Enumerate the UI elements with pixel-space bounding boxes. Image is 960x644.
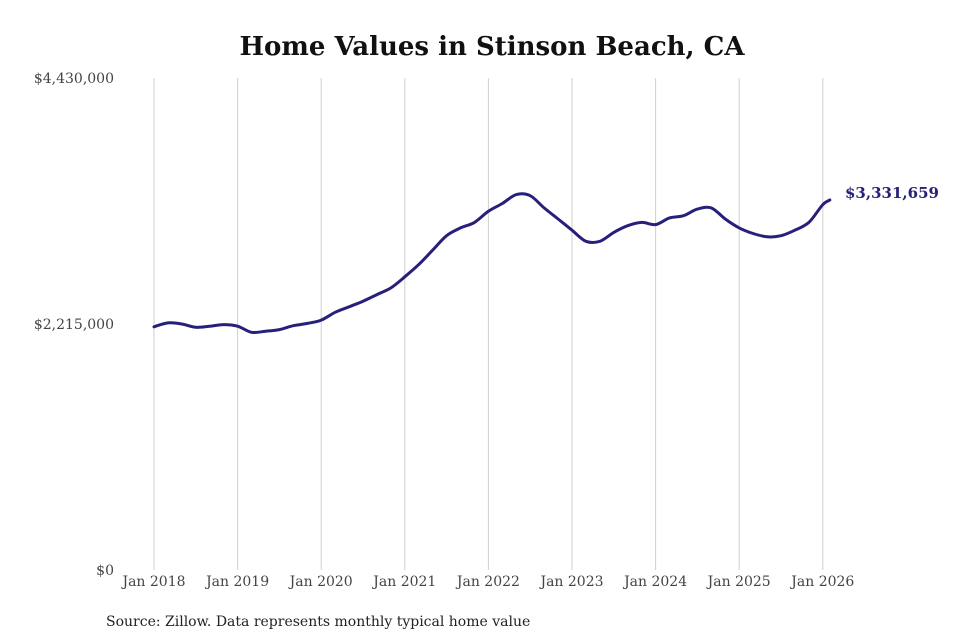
x-tick-label: Jan 2026 — [789, 574, 854, 590]
x-axis-ticks: Jan 2018 Jan 2019 Jan 2020 Jan 2021 Jan 2022… — [120, 574, 854, 590]
x-tick-label: Jan 2022 — [455, 574, 520, 590]
gridlines — [153, 78, 824, 570]
source-note: Source: Zillow. Data represents monthly … — [106, 614, 530, 630]
chart-title: Home Values in Stinson Beach, CA — [239, 32, 745, 62]
x-tick-label: Jan 2025 — [706, 574, 771, 590]
x-tick-label: Jan 2023 — [538, 574, 603, 590]
x-tick-label: Jan 2024 — [622, 574, 687, 590]
x-tick-label: Jan 2019 — [204, 574, 269, 590]
y-tick-label: $2,215,000 — [34, 317, 114, 333]
series-line-home-value — [152, 192, 832, 335]
x-tick-label: Jan 2021 — [371, 574, 436, 590]
y-tick-label: $4,430,000 — [34, 71, 114, 87]
y-axis-ticks: $0 $2,215,000 $4,430,000 — [34, 71, 114, 579]
x-tick-label: Jan 2018 — [120, 574, 185, 590]
y-tick-label: $0 — [96, 563, 114, 579]
end-value-label: $3,331,659 — [845, 184, 939, 202]
x-tick-label: Jan 2020 — [288, 574, 353, 590]
